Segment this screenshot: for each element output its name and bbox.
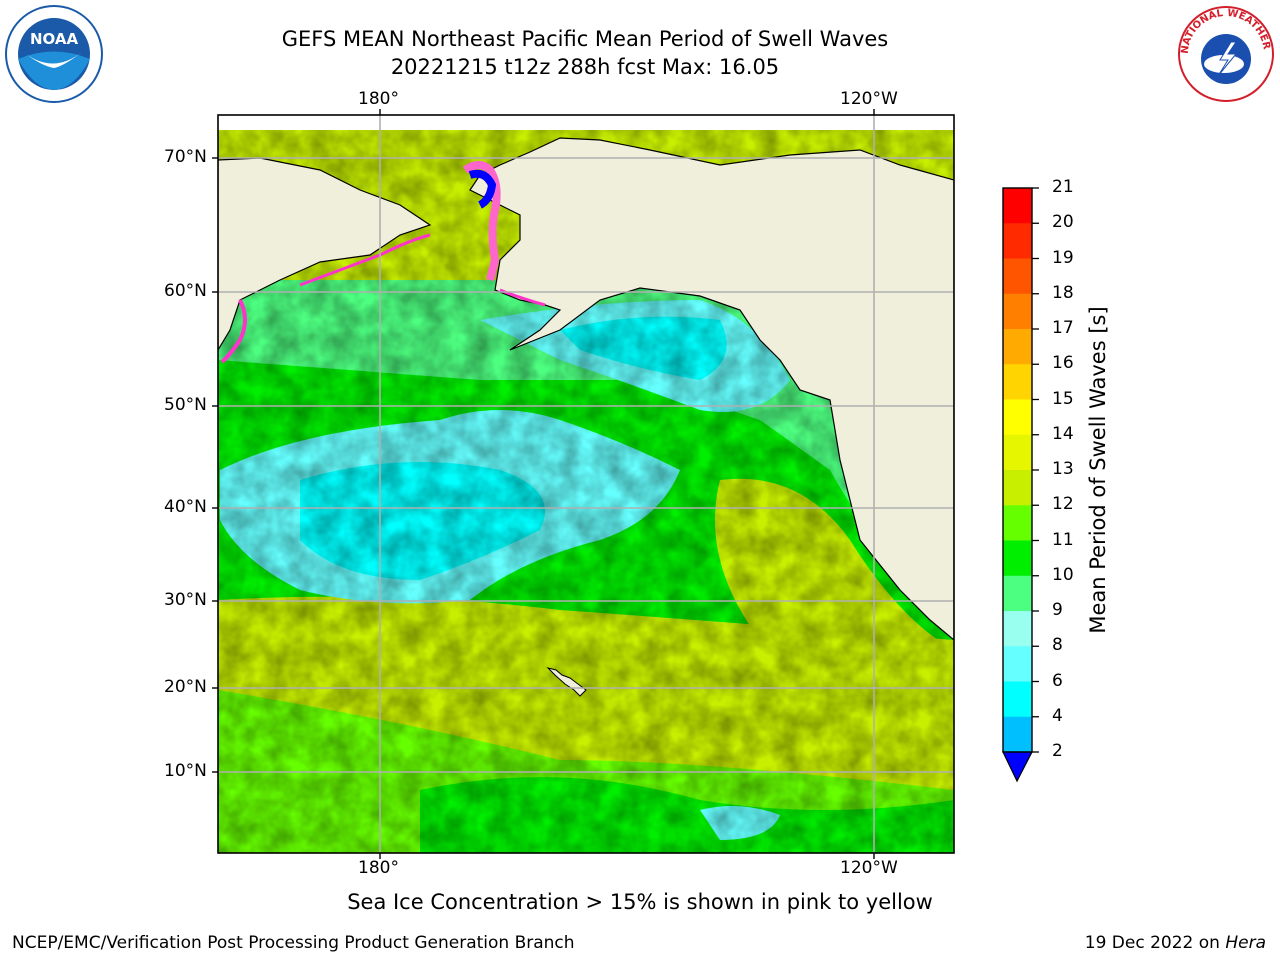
colorbar-tick-label: 18 — [1052, 282, 1074, 303]
colorbar-segment — [1003, 364, 1032, 400]
colorbar — [1003, 187, 1039, 753]
chart-title: GEFS MEAN Northeast Pacific Mean Period … — [281, 27, 889, 51]
lat-label-30n: 30°N — [164, 590, 207, 610]
lat-label-20n: 20°N — [164, 677, 207, 697]
footer-date-text: 19 Dec 2022 on — [1084, 933, 1226, 953]
top-lon-label-120w: 120°W — [840, 89, 898, 109]
colorbar-segment — [1003, 575, 1032, 612]
colorbar-tick-label: 21 — [1052, 177, 1074, 197]
colorbar-segment — [1003, 223, 1032, 259]
colorbar-segment — [1003, 258, 1032, 295]
colorbar-tick-label: 4 — [1052, 705, 1063, 726]
colorbar-tick-label: 16 — [1052, 353, 1074, 374]
colorbar-tick-label: 14 — [1052, 423, 1074, 444]
colorbar-extend-arrow — [1002, 751, 1033, 783]
footer-credit: NCEP/EMC/Verification Post Processing Pr… — [12, 933, 575, 953]
colorbar-tick-label: 19 — [1052, 247, 1074, 268]
colorbar-segment — [1003, 399, 1032, 436]
lat-label-70n: 70°N — [164, 147, 207, 167]
colorbar-segment — [1003, 611, 1032, 647]
colorbar-tick-label: 15 — [1052, 388, 1074, 409]
colorbar-tick-label: 11 — [1052, 529, 1074, 550]
map-area — [218, 115, 954, 853]
map-frame — [217, 114, 955, 854]
colorbar-segment — [1003, 293, 1032, 330]
colorbar-tick-label: 9 — [1052, 600, 1063, 620]
colorbar-frame — [1002, 187, 1033, 753]
colorbar-tick-label: 8 — [1052, 635, 1063, 656]
colorbar-tick-label: 12 — [1052, 494, 1074, 515]
lat-label-10n: 10°N — [164, 761, 207, 781]
footer-date: 19 Dec 2022 on Hera — [1085, 933, 1266, 953]
colorbar-segment — [1003, 505, 1032, 541]
colorbar-label: Mean Period of Swell Waves [s] — [1086, 306, 1110, 634]
colorbar-segment — [1003, 646, 1032, 682]
bottom-lon-label-120w: 120°W — [840, 858, 898, 878]
chart-subtitle: 20221215 t12z 288h fcst Max: 16.05 — [390, 55, 780, 79]
colorbar-segment — [1003, 681, 1032, 718]
graticule — [218, 115, 954, 853]
lat-label-40n: 40°N — [164, 497, 207, 517]
colorbar-segment — [1003, 470, 1032, 506]
noaa-logo: NOAA — [5, 5, 103, 103]
nws-logo: NATIONAL WEATHER SERVICE — [1176, 4, 1274, 102]
lat-label-50n: 50°N — [164, 395, 207, 415]
colorbar-segment — [1003, 716, 1032, 753]
lat-label-60n: 60°N — [164, 281, 207, 301]
colorbar-tick-label: 17 — [1052, 318, 1074, 338]
colorbar-tick-label: 10 — [1052, 564, 1074, 585]
colorbar-tick-label: 13 — [1052, 459, 1074, 479]
colorbar-tick-label: 6 — [1052, 670, 1063, 691]
top-lon-label-180: 180° — [358, 89, 399, 109]
colorbar-segment — [1003, 540, 1032, 577]
colorbar-segment — [1003, 434, 1032, 471]
footer-host: Hera — [1225, 933, 1266, 953]
colorbar-tick-label: 2 — [1052, 741, 1063, 761]
colorbar-segment — [1003, 188, 1032, 224]
colorbar-segment — [1003, 329, 1032, 365]
bottom-lon-label-180: 180° — [358, 858, 399, 878]
sea-ice-caption: Sea Ice Concentration > 15% is shown in … — [347, 890, 933, 914]
noaa-logo-text: NOAA — [30, 30, 79, 48]
colorbar-tick-label: 20 — [1052, 212, 1074, 233]
